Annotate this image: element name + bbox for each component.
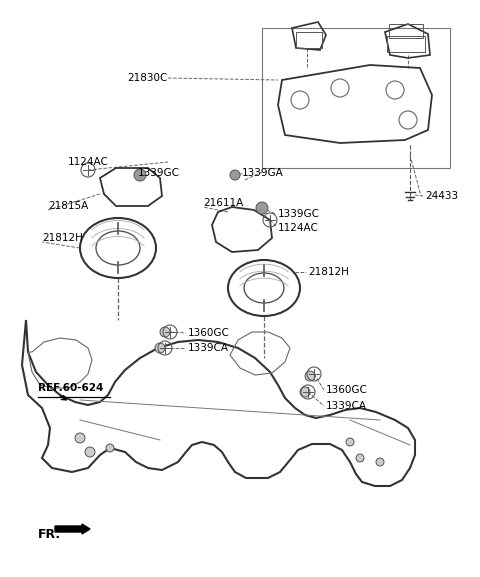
Circle shape <box>356 454 364 462</box>
Bar <box>389 24 423 38</box>
Circle shape <box>85 447 95 457</box>
Bar <box>387 36 425 52</box>
Text: 1124AC: 1124AC <box>278 223 319 233</box>
Text: REF.60-624: REF.60-624 <box>38 383 103 393</box>
Text: 1360GC: 1360GC <box>188 328 230 338</box>
Text: 1339GA: 1339GA <box>242 168 284 178</box>
Text: 21812H: 21812H <box>308 267 349 277</box>
Circle shape <box>256 202 268 214</box>
Circle shape <box>155 343 165 353</box>
Circle shape <box>134 169 146 181</box>
Circle shape <box>300 387 310 397</box>
Text: 24433: 24433 <box>425 191 458 201</box>
Text: 21830C: 21830C <box>128 73 168 83</box>
Text: 21815A: 21815A <box>48 201 88 211</box>
Text: 1339GC: 1339GC <box>278 209 320 219</box>
Text: 1360GC: 1360GC <box>326 385 368 395</box>
Text: 1339CA: 1339CA <box>188 343 229 353</box>
Text: 21611A: 21611A <box>203 198 243 208</box>
Circle shape <box>75 433 85 443</box>
Text: FR.: FR. <box>38 527 61 541</box>
Circle shape <box>346 438 354 446</box>
Text: 1339GC: 1339GC <box>138 168 180 178</box>
Circle shape <box>160 327 170 337</box>
FancyArrow shape <box>55 524 90 534</box>
Circle shape <box>106 444 114 452</box>
Bar <box>296 32 322 48</box>
Text: 21812H: 21812H <box>42 233 83 243</box>
Circle shape <box>305 371 315 381</box>
Text: 1339CA: 1339CA <box>326 401 367 411</box>
Circle shape <box>376 458 384 466</box>
Bar <box>262 28 450 168</box>
Circle shape <box>230 170 240 180</box>
Text: 1124AC: 1124AC <box>68 157 109 167</box>
